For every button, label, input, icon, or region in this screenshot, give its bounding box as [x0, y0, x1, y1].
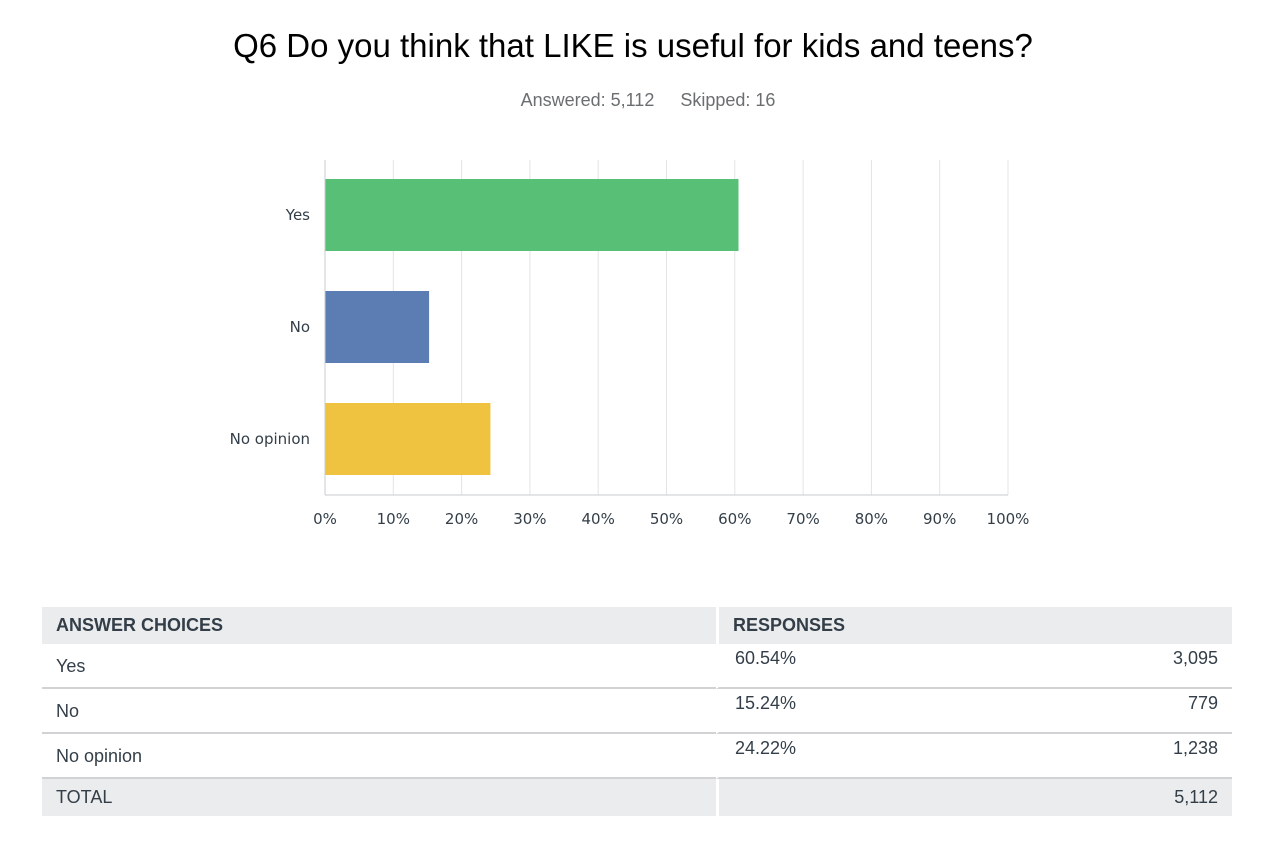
bar-yes[interactable]	[325, 179, 739, 251]
chart-axes	[324, 160, 1008, 496]
question-title: Q6 Do you think that LIKE is useful for …	[233, 27, 1033, 64]
x-tick-labels: 0% 10% 20% 30% 40% 50% 60% 70% 80% 90% 100%	[313, 510, 1029, 528]
percent-cell: 15.24%	[716, 689, 1033, 734]
responses-header: RESPONSES	[716, 607, 1232, 644]
results-table: ANSWER CHOICES RESPONSES Yes 60.54% 3,09…	[42, 607, 1232, 816]
x-tick-label: 50%	[650, 510, 683, 528]
choice-cell: Yes	[42, 644, 716, 689]
x-tick-label: 60%	[718, 510, 751, 528]
category-label: No opinion	[230, 430, 310, 448]
category-labels: Yes No No opinion	[230, 206, 311, 448]
x-tick-label: 90%	[923, 510, 956, 528]
bar-chart: Yes No No opinion 0% 10% 20% 30% 40% 50% 60% 70% 8…	[230, 160, 1029, 528]
bar-no-opinion[interactable]	[325, 403, 491, 475]
x-tick-label: 0%	[313, 510, 337, 528]
table-row: No 15.24% 779	[42, 689, 1232, 734]
table-header-row: ANSWER CHOICES RESPONSES	[42, 607, 1232, 644]
x-tick-label: 40%	[582, 510, 615, 528]
x-tick-label: 30%	[513, 510, 546, 528]
percent-cell: 24.22%	[716, 734, 1033, 779]
answer-choices-header: ANSWER CHOICES	[42, 607, 716, 644]
count-cell: 779	[1033, 689, 1232, 734]
choice-cell: No opinion	[42, 734, 716, 779]
total-label: TOTAL	[42, 779, 716, 816]
total-row: TOTAL 5,112	[42, 779, 1232, 816]
category-label: No	[290, 318, 310, 336]
answered-count: Answered: 5,112	[520, 90, 655, 110]
response-stats: Answered: 5,112 Skipped: 16	[0, 88, 1266, 112]
x-tick-label: 10%	[377, 510, 410, 528]
x-tick-label: 100%	[987, 510, 1030, 528]
total-count: 5,112	[1033, 779, 1232, 816]
count-cell: 3,095	[1033, 644, 1232, 689]
table-row: No opinion 24.22% 1,238	[42, 734, 1232, 779]
choice-cell: No	[42, 689, 716, 734]
x-tick-label: 80%	[855, 510, 888, 528]
total-percent-cell	[716, 779, 1033, 816]
table-row: Yes 60.54% 3,095	[42, 644, 1232, 689]
count-cell: 1,238	[1033, 734, 1232, 779]
percent-cell: 60.54%	[716, 644, 1033, 689]
chart-bars	[325, 179, 739, 475]
x-tick-label: 20%	[445, 510, 478, 528]
x-tick-label: 70%	[786, 510, 819, 528]
bar-no[interactable]	[325, 291, 430, 363]
category-label: Yes	[285, 206, 310, 224]
skipped-count: Skipped: 16	[680, 90, 776, 110]
